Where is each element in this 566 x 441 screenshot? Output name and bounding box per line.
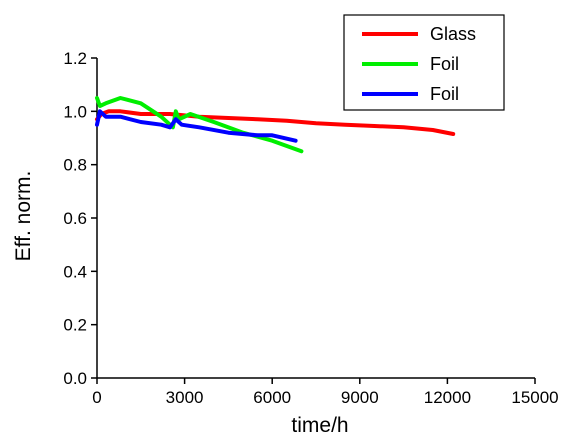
legend: Glass Foil Foil [343,14,505,111]
legend-label-1: Glass [430,24,476,44]
legend-label-2: Foil [430,54,459,74]
x-tick-label: 9000 [341,388,379,407]
series-line-3 [95,109,298,143]
y-tick-label: 0.4 [63,262,87,281]
series-line-2 [95,96,304,154]
x-tick-label: 6000 [253,388,291,407]
y-tick-label: 0.8 [63,156,87,175]
y-tick-label: 0.6 [63,209,87,228]
y-axis-ticks: 0.0 0.2 0.4 0.6 0.8 1.0 1.2 [63,49,97,388]
x-tick-label: 15000 [511,388,558,407]
x-tick-label: 12000 [424,388,471,407]
y-tick-label: 0.0 [63,369,87,388]
y-tick-label: 1.2 [63,49,87,68]
series-line-1 [95,109,456,136]
legend-label-3: Foil [430,84,459,104]
plot-area: 0 3000 6000 9000 12000 15000 0.0 0.2 0.4 0.6 0.8 1… [63,49,558,407]
y-tick-label: 1.0 [63,102,87,121]
x-tick-label: 0 [92,388,101,407]
x-tick-label: 3000 [166,388,204,407]
x-axis-title: time/h [291,414,348,437]
x-axis-ticks: 0 3000 6000 9000 12000 15000 [92,378,559,407]
y-axis-title: Eff. norm. [12,171,35,262]
series-layer [95,96,456,154]
y-tick-label: 0.2 [63,316,87,335]
